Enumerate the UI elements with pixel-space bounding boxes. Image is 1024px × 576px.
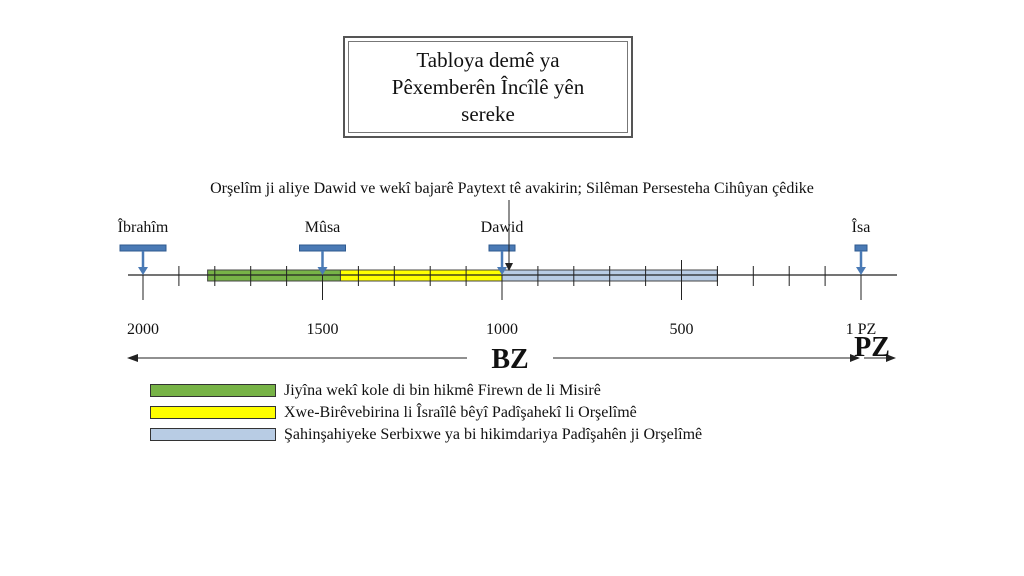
bz-label: BZ bbox=[491, 344, 528, 375]
prophet-marker-arrow bbox=[856, 267, 866, 275]
tick-label: 2000 bbox=[127, 321, 159, 338]
prophet-marker-arrow bbox=[497, 267, 507, 275]
prophet-marker-bar bbox=[299, 244, 346, 252]
prophet-label-isa: Îsa bbox=[852, 217, 871, 236]
prophet-marker-bar bbox=[488, 244, 516, 252]
chart-title: Tabloya demê ya Pêxemberên Încîlê yên se… bbox=[391, 47, 585, 126]
prophet-label-musa: Mûsa bbox=[305, 219, 341, 236]
pz-arrow-head bbox=[886, 354, 896, 362]
legend-swatch-kingdom bbox=[150, 428, 276, 441]
tick-label: 1500 bbox=[307, 321, 339, 338]
timeline-diagram: 2000 1500 1000 500 1 PZ Îbrahîm Mûsa Dawid Îsa BZ… bbox=[118, 200, 897, 375]
tick-label: 1 PZ bbox=[846, 321, 877, 338]
prophet-label-ibrahim: Îbrahîm bbox=[118, 217, 169, 236]
prophet-label-dawid: Dawid bbox=[481, 219, 524, 236]
tick-label: 1000 bbox=[486, 321, 518, 338]
legend-swatch-self-rule bbox=[150, 406, 276, 419]
pz-label: PZ bbox=[854, 332, 890, 363]
title-box-inner: Tabloya demê ya Pêxemberên Încîlê yên se… bbox=[348, 41, 628, 133]
legend-swatch-slavery bbox=[150, 384, 276, 397]
bz-arrow-head-left bbox=[127, 354, 138, 362]
legend-label-self-rule: Xwe-Birêvebirina li Îsraîlê bêyî Padîşah… bbox=[284, 404, 637, 421]
prophet-marker-bar bbox=[854, 244, 868, 252]
prophet-marker-arrow bbox=[138, 267, 148, 275]
timeline-caption: Orşelîm ji aliye Dawid ve wekî bajarê Pa… bbox=[210, 180, 814, 197]
jerusalem-pointer-arrow bbox=[505, 263, 513, 271]
legend-label-kingdom: Şahinşahiyeke Serbixwe ya bi hikimdariya… bbox=[284, 426, 703, 443]
tick-label: 500 bbox=[670, 321, 694, 338]
bz-arrow-head-right bbox=[850, 354, 860, 362]
prophet-marker-arrow bbox=[317, 267, 328, 275]
prophet-marker-bar bbox=[119, 244, 167, 252]
title-box: Tabloya demê ya Pêxemberên Încîlê yên se… bbox=[343, 36, 633, 138]
legend-label-slavery: Jiyîna wekî kole di bin hikmê Firewn de … bbox=[284, 382, 601, 399]
